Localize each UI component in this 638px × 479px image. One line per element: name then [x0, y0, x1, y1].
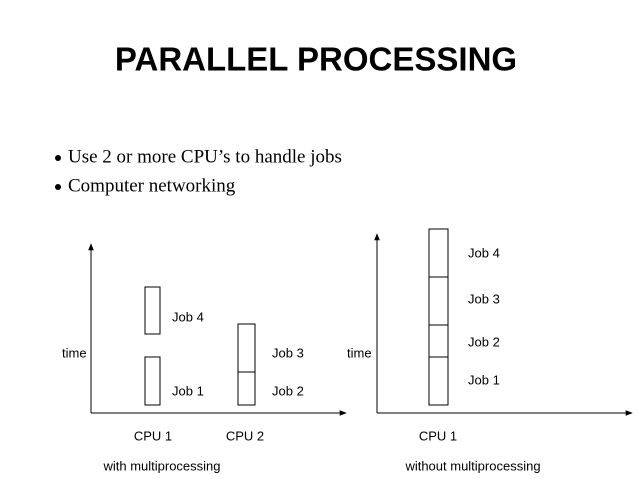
axis-label: time — [347, 345, 372, 360]
job-label: Job 3 — [272, 345, 304, 360]
title: PARALLEL PROCESSING — [115, 41, 517, 78]
job-label: Job 1 — [468, 372, 500, 387]
job-box — [428, 228, 449, 278]
axis-label: time — [62, 345, 87, 360]
diagram-without: time Job 4 Job 3 Job 2 Job 1 CPU 1 witho… — [347, 228, 633, 473]
job-label: Job 4 — [468, 245, 500, 260]
diagram-with: time Job 4 Job 1 Job 3 Job 2 CPU 1 CPU 2… — [62, 243, 347, 473]
job-label: Job 3 — [468, 291, 500, 306]
job-box — [144, 286, 161, 335]
cpu-label: CPU 1 — [419, 428, 457, 443]
caption: without multiprocessing — [404, 458, 540, 473]
job-label: Job 2 — [272, 383, 304, 398]
cpu-label: CPU 1 — [134, 428, 172, 443]
job-box — [144, 356, 161, 406]
job-box — [428, 276, 449, 326]
bullet-dot — [55, 155, 61, 161]
bullet-dot — [55, 184, 61, 190]
job-label: Job 4 — [172, 309, 204, 324]
cpu-label: CPU 2 — [226, 428, 264, 443]
caption: with multiprocessing — [102, 458, 220, 473]
bullet: Computer networking — [68, 175, 236, 196]
bullet: Use 2 or more CPU’s to handle jobs — [68, 146, 342, 167]
job-label: Job 2 — [468, 334, 500, 349]
job-box — [428, 324, 449, 358]
job-label: Job 1 — [172, 383, 204, 398]
job-box — [237, 371, 256, 406]
job-box — [237, 323, 256, 373]
job-box — [428, 356, 449, 406]
